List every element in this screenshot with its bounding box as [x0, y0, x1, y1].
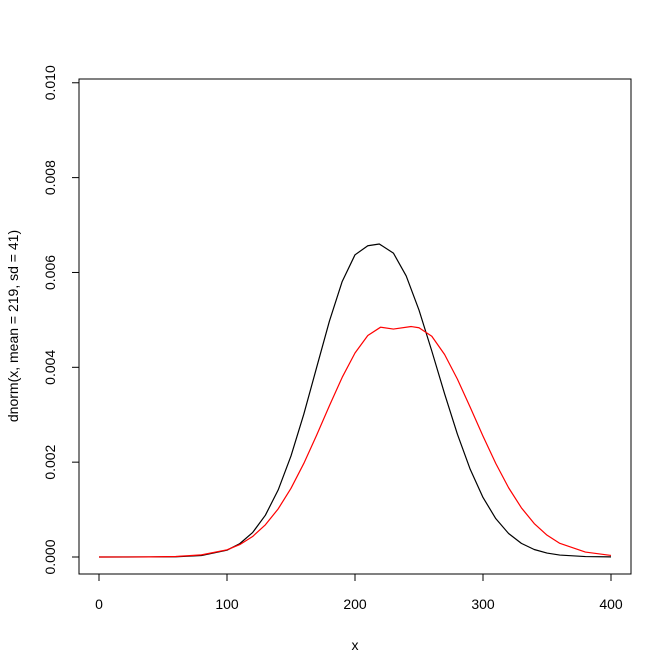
series-line-1 [99, 243, 612, 558]
y-tick-label: 0.004 [42, 350, 58, 385]
series-line-2 [98, 325, 612, 558]
y-tick-label: 0.008 [42, 160, 58, 195]
y-axis-label: dnorm(x, mean = 219, sd = 41) [5, 230, 21, 422]
x-tick-label: 200 [343, 596, 367, 612]
x-axis: 0 100 200 300 400 x [95, 573, 623, 653]
x-axis-label: x [352, 637, 359, 653]
y-axis: 0.000 0.002 0.004 0.006 0.008 0.010 dnorm(x, … [5, 65, 80, 575]
y-tick-label: 0.000 [42, 539, 58, 574]
y-tick-label: 0.006 [42, 255, 58, 290]
series-layer [98, 243, 612, 558]
x-tick-label: 400 [599, 596, 623, 612]
x-tick-label: 300 [471, 596, 495, 612]
x-tick-label: 100 [215, 596, 239, 612]
x-tick-label: 0 [95, 596, 103, 612]
y-tick-label: 0.010 [42, 65, 58, 100]
plot-frame [78, 78, 632, 575]
y-tick-label: 0.002 [42, 444, 58, 479]
